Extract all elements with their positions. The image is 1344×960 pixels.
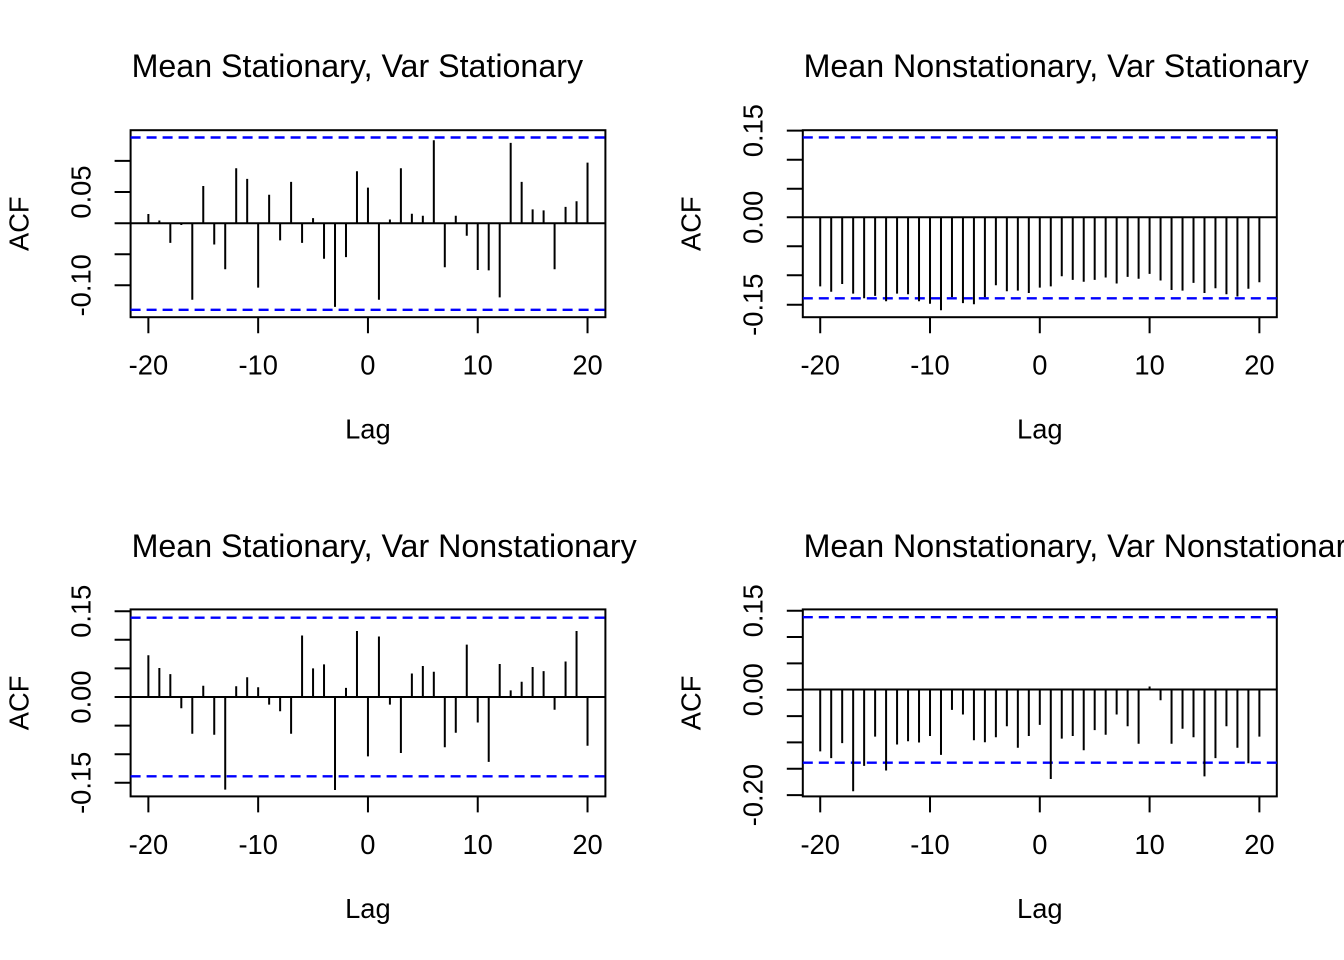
svg-text:0.05: 0.05 — [65, 165, 96, 218]
svg-text:0.00: 0.00 — [65, 670, 96, 723]
svg-text:0: 0 — [1032, 350, 1047, 381]
svg-text:0.00: 0.00 — [737, 191, 768, 244]
svg-text:Lag: Lag — [1017, 893, 1063, 924]
svg-text:20: 20 — [1244, 829, 1274, 860]
svg-text:10: 10 — [1134, 829, 1164, 860]
svg-text:20: 20 — [572, 829, 602, 860]
svg-text:20: 20 — [572, 350, 602, 381]
svg-text:-10: -10 — [910, 829, 949, 860]
svg-text:-20: -20 — [800, 829, 839, 860]
svg-text:0.15: 0.15 — [65, 585, 96, 638]
svg-text:-0.15: -0.15 — [65, 752, 96, 814]
svg-text:-0.20: -0.20 — [737, 764, 768, 826]
svg-text:-20: -20 — [800, 350, 839, 381]
svg-text:Lag: Lag — [345, 893, 391, 924]
svg-text:0: 0 — [1032, 829, 1047, 860]
svg-text:10: 10 — [463, 829, 493, 860]
svg-text:-20: -20 — [129, 350, 168, 381]
svg-text:ACF: ACF — [4, 676, 35, 731]
svg-text:ACF: ACF — [676, 196, 707, 251]
svg-text:Lag: Lag — [1017, 414, 1063, 445]
svg-text:-0.15: -0.15 — [737, 274, 768, 336]
svg-text:-10: -10 — [910, 350, 949, 381]
svg-text:Mean Stationary, Var Nonstatio: Mean Stationary, Var Nonstationary — [132, 528, 638, 564]
svg-text:20: 20 — [1244, 350, 1274, 381]
svg-text:Lag: Lag — [345, 414, 391, 445]
svg-text:-10: -10 — [238, 829, 277, 860]
svg-text:Mean Stationary, Var Stationar: Mean Stationary, Var Stationary — [132, 48, 584, 84]
svg-text:0: 0 — [360, 350, 375, 381]
svg-text:0.15: 0.15 — [737, 104, 768, 157]
svg-text:Mean Nonstationary, Var Nonsta: Mean Nonstationary, Var Nonstationary — [804, 528, 1344, 564]
svg-text:ACF: ACF — [4, 196, 35, 251]
svg-text:-0.10: -0.10 — [65, 254, 96, 316]
svg-text:-20: -20 — [129, 829, 168, 860]
svg-text:10: 10 — [1134, 350, 1164, 381]
svg-text:ACF: ACF — [676, 676, 707, 731]
svg-text:0.15: 0.15 — [737, 584, 768, 637]
svg-text:Mean Nonstationary, Var Statio: Mean Nonstationary, Var Stationary — [804, 48, 1310, 84]
svg-text:0.00: 0.00 — [737, 663, 768, 716]
svg-text:0: 0 — [360, 829, 375, 860]
svg-text:10: 10 — [463, 350, 493, 381]
svg-text:-10: -10 — [238, 350, 277, 381]
